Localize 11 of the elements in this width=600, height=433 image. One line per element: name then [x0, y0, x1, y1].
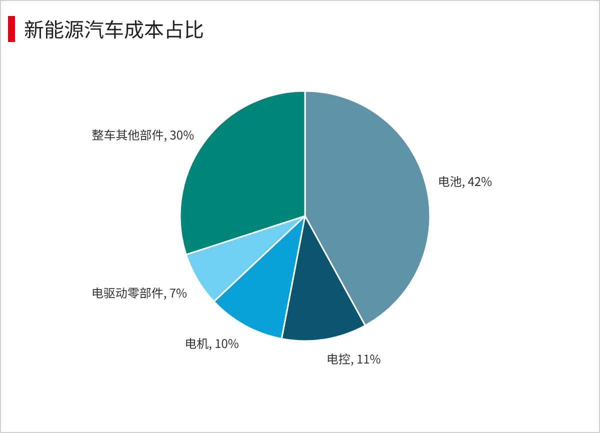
slice-label: 电驱动零部件	[91, 284, 164, 302]
chart-title: 新能源汽车成本占比	[24, 14, 204, 43]
data-label: , 10%	[208, 335, 239, 352]
data-label: , 7%	[163, 284, 188, 302]
slice-label: 整车其他部件	[92, 126, 164, 144]
slice-label: 电池	[438, 172, 462, 190]
data-label: , 30%	[164, 126, 194, 144]
slice-label: 电机	[184, 335, 209, 352]
slice-label: 电控	[326, 350, 350, 368]
data-label: , 11%	[350, 350, 381, 368]
data-label: , 42%	[462, 172, 492, 190]
